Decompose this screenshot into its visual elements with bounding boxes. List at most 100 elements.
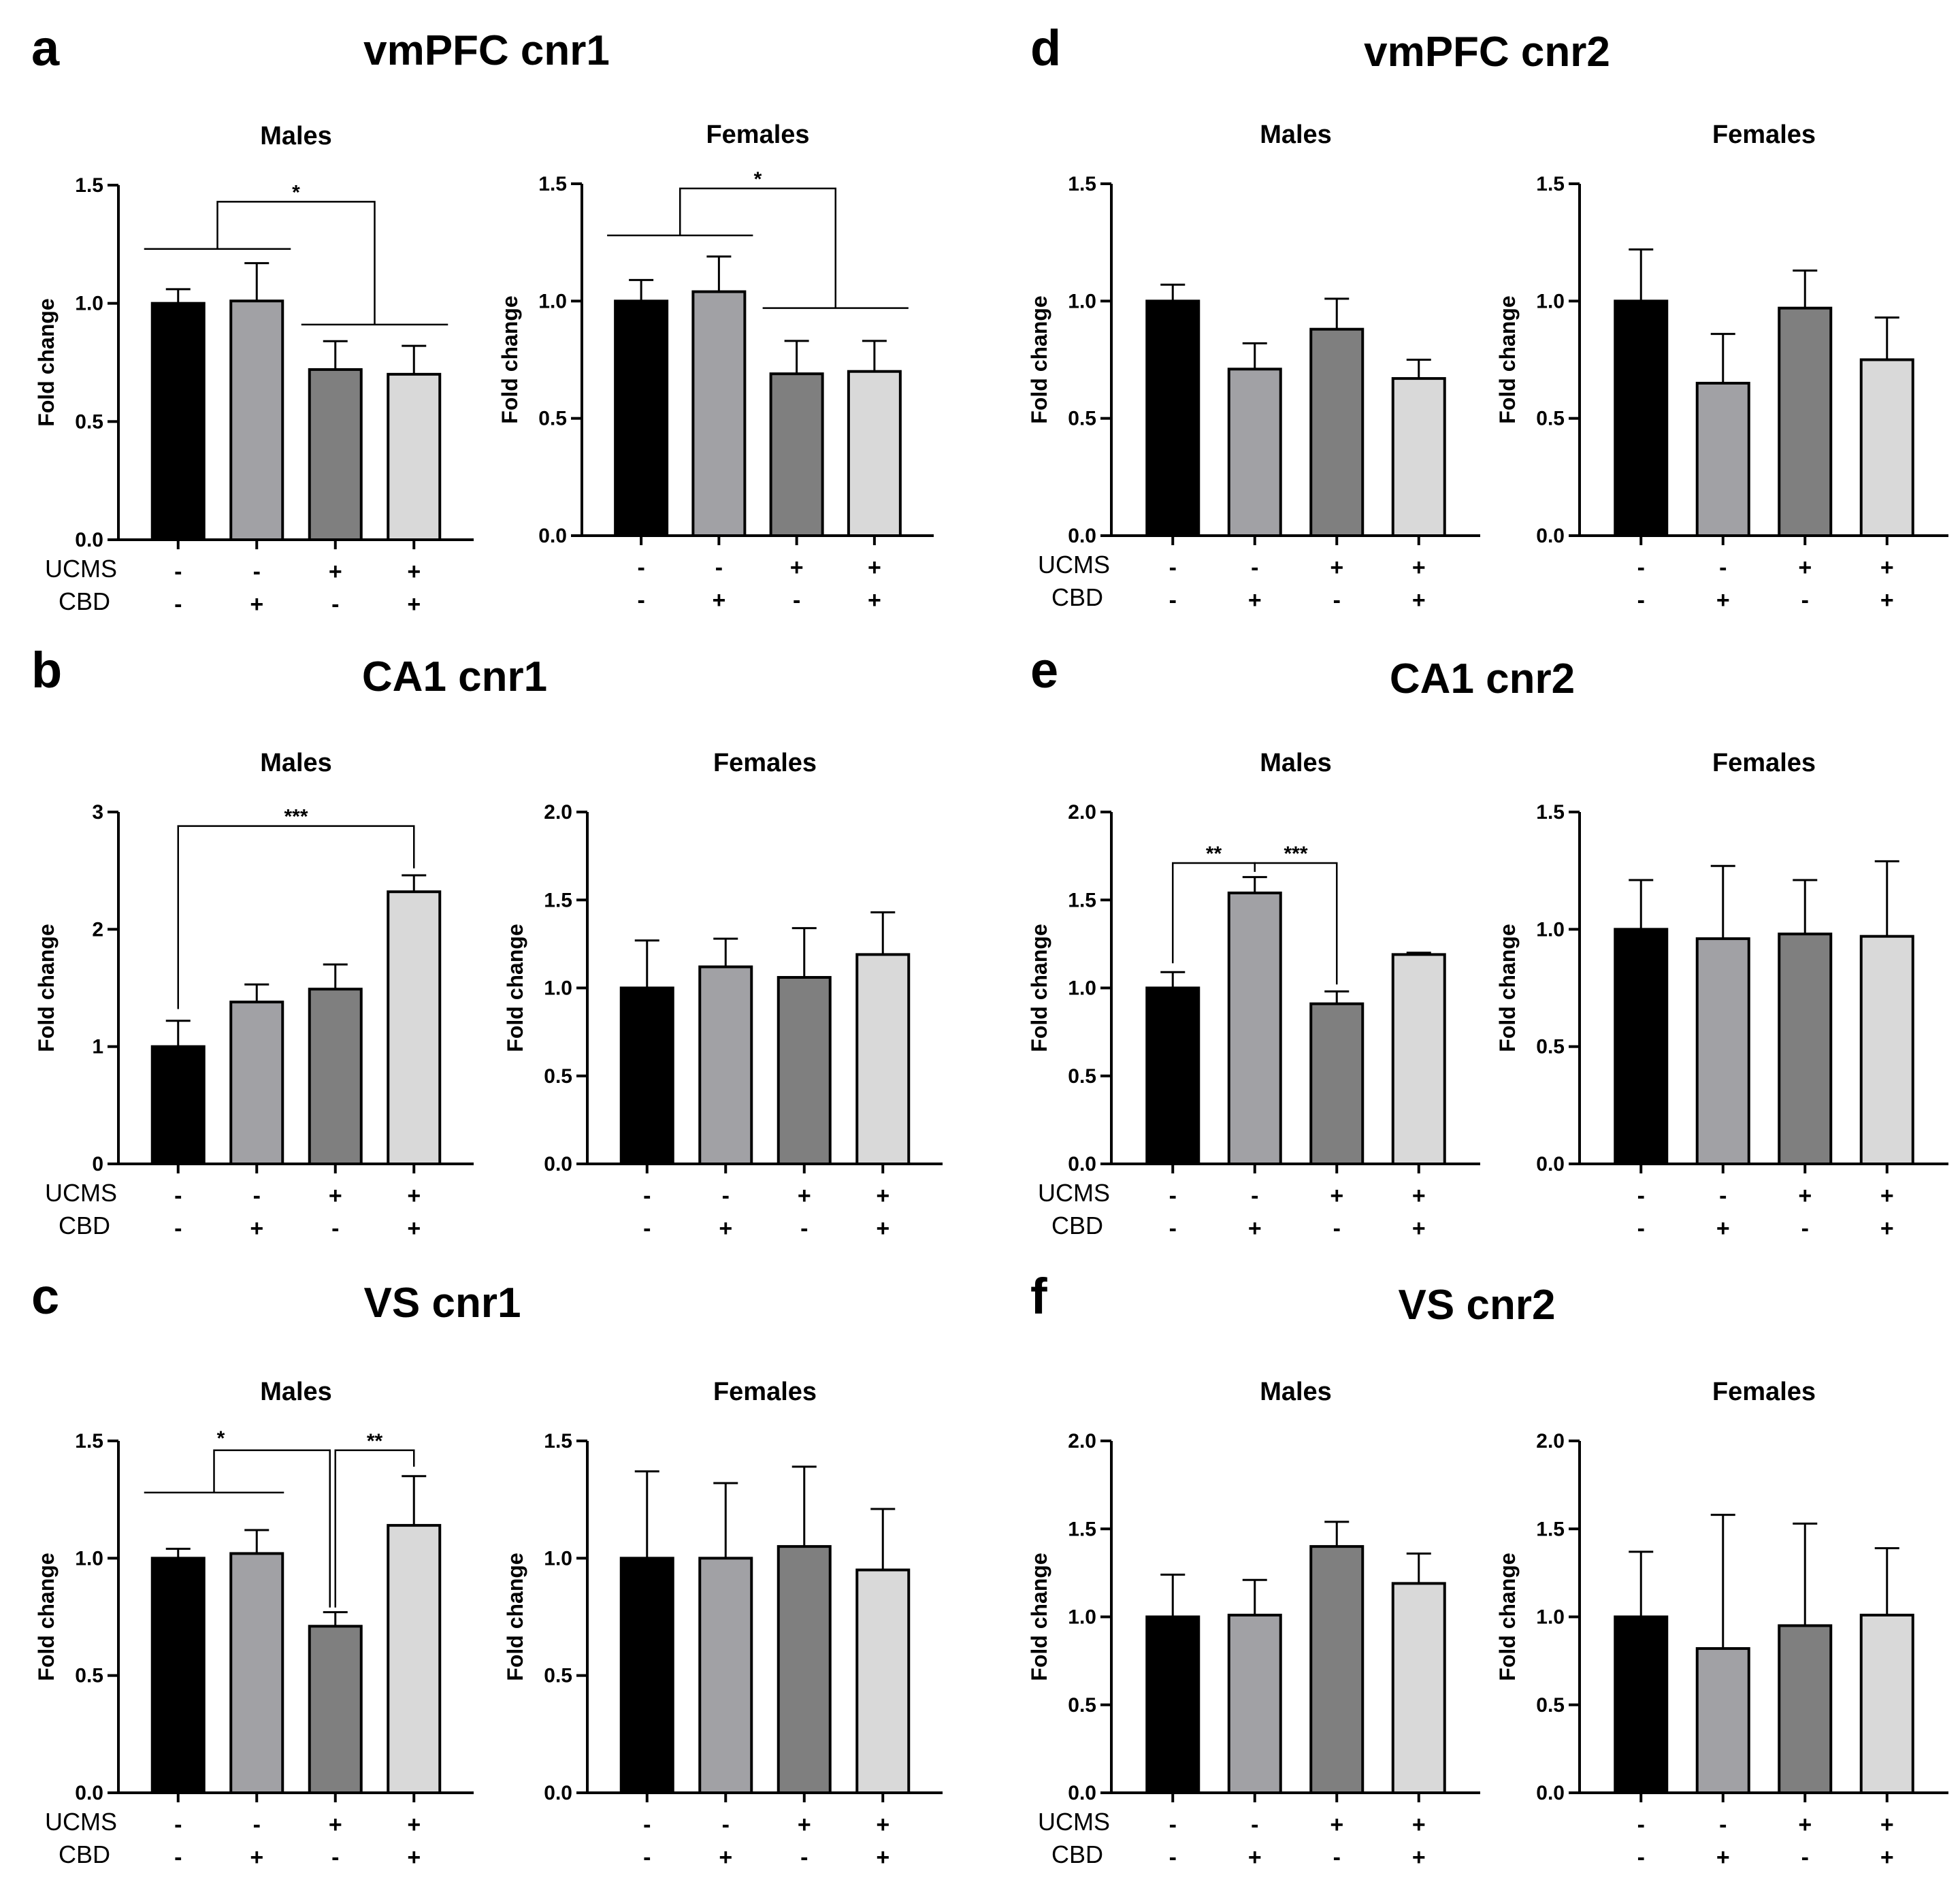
y-tick-label: 1.5 — [1068, 1518, 1096, 1540]
panel-title-a: vmPFC cnr1 — [363, 27, 610, 74]
bar — [619, 1557, 674, 1794]
y-tick-label: 1.5 — [1068, 889, 1096, 911]
cbd-sign: + — [719, 1845, 732, 1870]
ucms-sign: + — [329, 1183, 342, 1209]
ucms-sign: + — [1798, 1183, 1812, 1209]
ucms-sign: - — [1169, 1812, 1177, 1838]
cbd-sign: + — [1716, 1845, 1730, 1870]
ucms-sign: - — [722, 1183, 730, 1209]
significance-stars: * — [217, 1427, 225, 1450]
subplot-b-males: Males Fold change 0 1 2 3 - - - + + - + + UCMS CBD *** — [34, 749, 474, 1241]
bar — [308, 1625, 363, 1794]
significance-bracket — [177, 825, 415, 1009]
cbd-sign: + — [1716, 1216, 1730, 1241]
bar — [698, 1557, 753, 1794]
ucms-sign: + — [798, 1183, 811, 1209]
bar — [855, 1568, 911, 1794]
y-tick-label: 1.5 — [75, 1430, 103, 1452]
bar — [1145, 1615, 1200, 1794]
cbd-sign: - — [331, 1216, 339, 1241]
y-tick-label: 2 — [92, 918, 103, 941]
cbd-sign: - — [1801, 1216, 1809, 1241]
ucms-sign: - — [1637, 555, 1645, 581]
y-tick-label: 1.0 — [75, 1547, 103, 1570]
bar — [698, 965, 753, 1165]
ucms-sign: - — [174, 559, 182, 585]
ucms-sign: + — [329, 559, 342, 585]
cbd-sign: - — [643, 1216, 651, 1241]
panel-title-f: VS cnr2 — [1399, 1282, 1556, 1329]
y-tick-label: 1.5 — [1536, 801, 1565, 824]
bar — [229, 1001, 284, 1166]
y-axis-label: Fold change — [34, 1553, 59, 1680]
y-tick-label: 3 — [92, 801, 103, 824]
significance-stars: *** — [284, 806, 308, 828]
ucms-sign: + — [1330, 555, 1343, 581]
subplot-e-males: Males Fold change 0.0 0.5 1.0 1.5 2.0 - - - + + - + + U… — [1027, 749, 1480, 1241]
bar — [1391, 1582, 1446, 1794]
ucms-sign: + — [1412, 1812, 1426, 1838]
y-tick-label: 1.5 — [538, 173, 567, 195]
y-tick-label: 1.0 — [1536, 918, 1565, 941]
significance-stars: * — [292, 181, 300, 204]
y-tick-label: 0.0 — [75, 1782, 103, 1804]
row-label-cbd: CBD — [1051, 1840, 1103, 1868]
ucms-sign: + — [1880, 555, 1894, 581]
bar — [1309, 327, 1365, 537]
y-tick-label: 0.5 — [1536, 408, 1565, 430]
ucms-sign: + — [407, 559, 421, 585]
cbd-sign: + — [1880, 587, 1894, 613]
bar — [1778, 932, 1833, 1166]
cbd-sign: + — [876, 1216, 889, 1241]
cbd-sign: + — [876, 1845, 889, 1870]
cbd-sign: + — [1248, 1216, 1262, 1241]
cbd-sign: - — [800, 1845, 808, 1870]
ucms-sign: - — [1719, 1183, 1727, 1209]
subplot-f-males: Males Fold change 0.0 0.5 1.0 1.5 2.0 - - - + + - + + U… — [1027, 1378, 1480, 1870]
row-label-ucms: UCMS — [45, 1179, 117, 1207]
bar — [777, 975, 832, 1165]
ucms-sign: + — [1330, 1812, 1343, 1838]
y-tick-label: 0.5 — [75, 410, 103, 433]
panel-letter-c: c — [31, 1268, 59, 1325]
cbd-sign: + — [1880, 1216, 1894, 1241]
panel-letter-a: a — [31, 20, 60, 76]
y-tick-label: 1.0 — [1068, 977, 1096, 1000]
y-axis-label: Fold change — [503, 924, 527, 1052]
ucms-sign: - — [643, 1812, 651, 1838]
ucms-sign: - — [253, 559, 261, 585]
ucms-sign: + — [1798, 1812, 1812, 1838]
y-tick-label: 0.0 — [538, 525, 567, 547]
row-label-cbd: CBD — [59, 1212, 110, 1239]
panel-letter-e: e — [1030, 642, 1058, 698]
ucms-sign: - — [1251, 1183, 1258, 1209]
subplot-subtitle: Females — [1712, 749, 1816, 777]
bar — [1778, 306, 1833, 537]
significance-stars: *** — [1284, 843, 1307, 865]
bar — [1778, 1624, 1833, 1795]
significance-bracket — [1254, 862, 1338, 985]
y-tick-label: 2.0 — [544, 801, 572, 824]
y-axis-label: Fold change — [1495, 1553, 1520, 1680]
bar — [619, 986, 674, 1165]
subplot-subtitle: Males — [1260, 120, 1332, 149]
ucms-sign: - — [1251, 1812, 1258, 1838]
significance-stars: * — [754, 168, 762, 191]
ucms-sign: - — [1169, 555, 1177, 581]
row-label-ucms: UCMS — [1038, 1808, 1110, 1836]
y-tick-label: 2.0 — [1068, 801, 1096, 824]
panel-letter-d: d — [1030, 20, 1061, 76]
bar — [1227, 1613, 1282, 1795]
ucms-sign: - — [253, 1812, 261, 1838]
bar — [1145, 299, 1200, 537]
ucms-sign: - — [715, 555, 723, 581]
subplot-e-females: Females Fold change 0.0 0.5 1.0 1.5 - - - + + - + + — [1495, 749, 1948, 1241]
subplot-subtitle: Males — [1260, 1378, 1332, 1406]
ucms-sign: - — [1719, 555, 1727, 581]
row-label-cbd: CBD — [1051, 583, 1103, 611]
y-tick-label: 1.0 — [1068, 1606, 1096, 1629]
row-label-cbd: CBD — [59, 587, 110, 615]
row-label-cbd: CBD — [1051, 1212, 1103, 1239]
bar — [1614, 299, 1669, 537]
